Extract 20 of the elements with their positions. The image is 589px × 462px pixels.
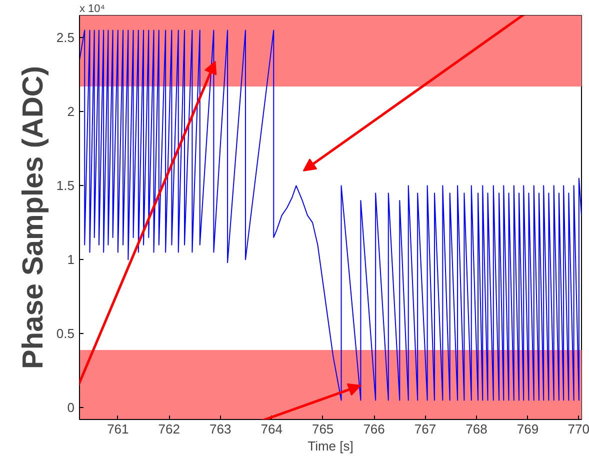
line-series [80,30,582,401]
y-tick-label: 0.5 [56,326,75,342]
x-tick-label: 770 [568,422,589,436]
x-tick-label: 769 [516,422,539,436]
x-tick-label: 763 [210,422,232,436]
y-axis-title: Phase Samples (ADC) [17,66,50,369]
x-tick-label: 764 [260,422,282,436]
x-axis-title: Time [s] [308,438,354,454]
y-tick-label: 2 [67,104,75,120]
text: x 10⁴ [80,3,106,15]
x-tick-label: 767 [414,422,436,436]
y-tick-label: 1.5 [56,178,75,194]
x-tick-label: 761 [107,422,129,436]
x-tick-label: 762 [158,422,180,436]
x-tick-label: 768 [466,422,488,436]
y-tick-label: 2.5 [56,30,75,46]
y-tick-label: 1 [67,252,75,268]
x-tick-label: 765 [312,422,334,436]
x-tick-label: 766 [363,422,385,436]
y-tick-label: 0 [67,400,75,416]
